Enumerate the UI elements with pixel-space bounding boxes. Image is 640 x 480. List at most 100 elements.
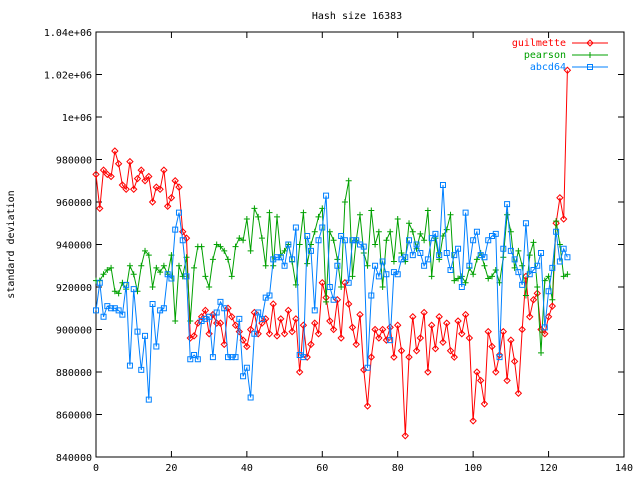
data-point-guilmette — [360, 366, 368, 374]
data-point-abcd64 — [496, 354, 503, 361]
data-point-guilmette — [133, 174, 142, 183]
data-point-guilmette — [495, 351, 504, 359]
data-point-pearson — [334, 256, 341, 263]
data-point-guilmette — [329, 325, 338, 334]
data-point-pearson — [217, 243, 224, 250]
data-point-abcd64 — [375, 273, 382, 280]
data-point-pearson — [470, 271, 477, 278]
data-point-abcd64 — [409, 252, 416, 259]
data-point-abcd64 — [334, 262, 341, 269]
data-point-guilmette — [228, 313, 236, 321]
data-point-abcd64 — [228, 354, 235, 361]
data-point-guilmette — [209, 310, 217, 319]
data-point-abcd64 — [258, 315, 265, 322]
data-point-pearson — [357, 211, 363, 218]
legend-label-pearson: pearson — [524, 50, 566, 61]
data-point-guilmette — [299, 321, 308, 329]
data-point-guilmette — [461, 310, 470, 319]
data-point-abcd64 — [545, 288, 552, 295]
y-tick-label: 840000 — [56, 453, 92, 464]
data-point-guilmette — [303, 353, 311, 361]
data-point-guilmette — [246, 325, 255, 334]
data-point-guilmette — [439, 338, 447, 346]
data-point-abcd64 — [353, 237, 360, 244]
data-point-guilmette — [409, 313, 417, 321]
data-point-abcd64 — [330, 296, 337, 303]
data-point-abcd64 — [421, 262, 428, 269]
data-point-guilmette — [171, 177, 179, 185]
data-point-abcd64 — [277, 254, 284, 261]
data-point-pearson — [296, 241, 303, 248]
data-point-guilmette — [382, 336, 391, 344]
data-point-pearson — [553, 218, 560, 225]
data-point-guilmette — [194, 319, 202, 327]
data-point-abcd64 — [387, 337, 394, 344]
data-point-abcd64 — [428, 235, 435, 242]
data-point-abcd64 — [515, 269, 522, 276]
data-point-pearson — [179, 273, 186, 280]
axis-ticks: 0 20 40 60 80 100 120 140 840000 860000 880000 9000… — [44, 28, 633, 474]
data-point-pearson — [349, 273, 356, 280]
y-axis-label: standard deviation — [6, 190, 17, 298]
data-point-guilmette — [507, 336, 515, 344]
data-point-pearson — [258, 235, 265, 242]
data-point-abcd64 — [549, 264, 556, 271]
legend-label-guilmette: guilmette — [512, 38, 566, 49]
data-point-pearson — [228, 273, 235, 280]
data-point-pearson — [104, 267, 111, 273]
data-point-pearson — [142, 247, 149, 254]
data-point-pearson — [417, 230, 424, 237]
data-point-guilmette — [435, 313, 443, 321]
data-point-abcd64 — [530, 267, 537, 273]
data-point-guilmette — [337, 334, 345, 342]
data-point-pearson — [255, 213, 262, 220]
data-point-pearson — [473, 256, 480, 263]
data-point-abcd64 — [462, 209, 469, 216]
data-point-guilmette — [352, 340, 360, 349]
data-point-pearson — [409, 228, 416, 235]
data-point-guilmette — [378, 325, 387, 334]
data-point-guilmette — [107, 172, 115, 181]
data-point-guilmette — [163, 202, 172, 210]
data-point-pearson — [489, 273, 495, 280]
data-point-guilmette — [363, 402, 372, 410]
data-point-pearson — [315, 213, 322, 220]
y-tick-label: 1.02e+06 — [44, 71, 92, 82]
data-point-guilmette — [235, 327, 244, 336]
legend-marker-guilmette — [586, 39, 594, 47]
data-point-abcd64 — [368, 292, 375, 299]
data-point-guilmette — [344, 300, 353, 308]
data-point-guilmette — [526, 313, 534, 321]
data-point-abcd64 — [232, 354, 239, 361]
data-point-pearson — [530, 239, 537, 246]
data-point-abcd64 — [311, 307, 318, 314]
data-point-abcd64 — [413, 241, 420, 248]
data-point-pearson — [379, 284, 386, 290]
data-point-guilmette — [96, 204, 104, 213]
data-point-guilmette — [348, 323, 357, 332]
data-point-guilmette — [111, 147, 119, 155]
x-tick-label: 60 — [316, 463, 328, 474]
data-point-guilmette — [216, 319, 225, 327]
data-point-abcd64 — [187, 356, 194, 363]
data-point-abcd64 — [142, 332, 149, 339]
data-point-abcd64 — [115, 307, 122, 314]
data-point-guilmette — [148, 198, 157, 206]
data-point-guilmette — [480, 400, 489, 408]
data-point-pearson — [443, 226, 450, 233]
data-point-abcd64 — [138, 366, 145, 373]
data-point-guilmette — [179, 228, 187, 236]
data-point-pearson — [130, 271, 137, 278]
data-point-pearson — [198, 243, 205, 250]
data-point-abcd64 — [221, 305, 228, 312]
data-point-pearson — [236, 235, 243, 242]
data-point-pearson — [330, 237, 337, 244]
data-point-guilmette — [420, 308, 428, 317]
series-layer — [92, 66, 572, 440]
data-point-pearson — [274, 213, 281, 220]
data-point-guilmette — [371, 325, 379, 334]
data-point-guilmette — [156, 185, 164, 193]
data-point-abcd64 — [153, 343, 160, 350]
